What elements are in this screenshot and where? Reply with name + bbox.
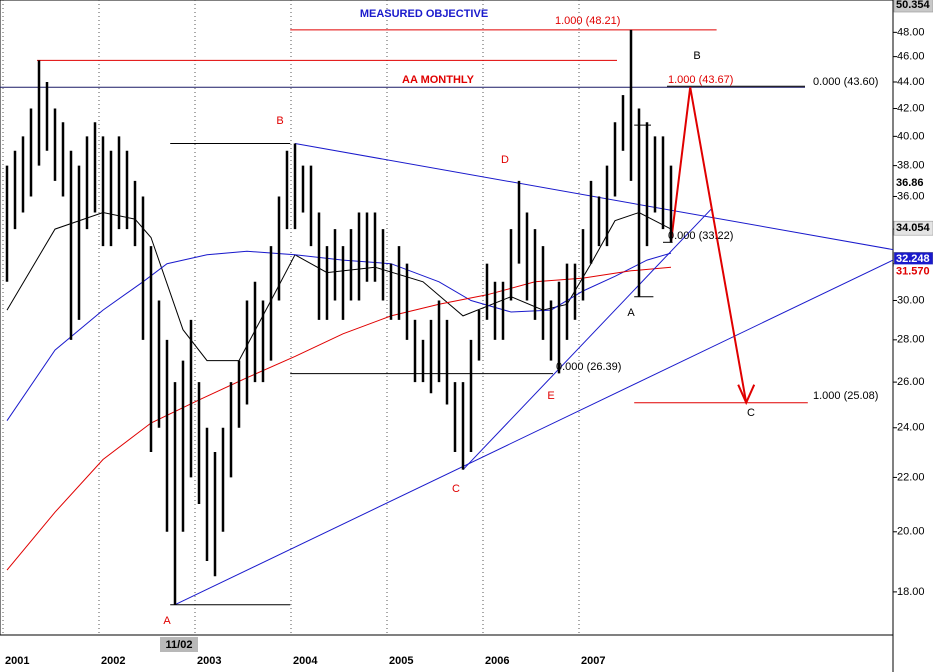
price-marker-label: 50.354 xyxy=(896,0,931,11)
annotation: C xyxy=(452,483,460,495)
y-tick-label: 46.00 xyxy=(897,51,925,63)
annotation: 0.000 (33.22) xyxy=(668,230,733,242)
price-marker-label: 36.86 xyxy=(896,177,924,189)
y-tick-label: 40.00 xyxy=(897,130,925,142)
trend-line xyxy=(294,143,894,251)
x-tick-label: 2001 xyxy=(5,655,29,667)
arrow-head xyxy=(737,384,756,406)
y-tick-label: 28.00 xyxy=(897,334,925,346)
y-tick-label: 44.00 xyxy=(897,76,925,88)
price-marker-box xyxy=(894,264,933,279)
price-marker-label: 34.054 xyxy=(896,222,931,234)
y-tick-label: 20.00 xyxy=(897,526,925,538)
annotation: AA MONTHLY xyxy=(402,74,475,86)
plot-frame xyxy=(0,0,894,636)
annotation: C xyxy=(747,407,755,419)
y-tick-label: 26.00 xyxy=(897,376,925,388)
annotation: D xyxy=(501,154,509,166)
y-tick-label: 22.00 xyxy=(897,471,925,483)
x-tick-label: 2006 xyxy=(485,655,509,667)
trend-line xyxy=(462,208,712,471)
cursor-label: 11/02 xyxy=(166,639,193,651)
y-tick-label: 38.00 xyxy=(897,160,925,172)
annotation: B xyxy=(693,50,700,62)
projection-arrow xyxy=(670,87,748,403)
annotation: 0.000 (43.60) xyxy=(813,76,878,88)
x-tick-label: 2005 xyxy=(389,655,413,667)
y-tick-label: 24.00 xyxy=(897,422,925,434)
annotation: E xyxy=(547,390,554,402)
x-tick-label: 2002 xyxy=(101,655,125,667)
cursor-label-box xyxy=(160,637,198,652)
x-tick-label: 2003 xyxy=(197,655,221,667)
y-tick-label: 48.00 xyxy=(897,26,925,38)
price-marker-label: 31.570 xyxy=(896,265,930,277)
price-marker-box xyxy=(893,0,933,13)
price-marker-label: 32.248 xyxy=(896,253,930,265)
annotation: 0.000 (26.39) xyxy=(556,361,621,373)
y-tick-label: 30.00 xyxy=(897,294,925,306)
y-tick-label: 42.00 xyxy=(897,102,925,114)
y-tick-label: 36.00 xyxy=(897,190,925,202)
price-marker-box xyxy=(894,175,933,190)
annotation: A xyxy=(627,307,635,319)
y-tick-label: 18.00 xyxy=(897,586,925,598)
x-tick-label: 2007 xyxy=(581,655,605,667)
annotation: MEASURED OBJECTIVE xyxy=(360,8,488,20)
trend-line xyxy=(174,259,894,606)
annotation: B xyxy=(276,115,283,127)
annotation: 1.000 (48.21) xyxy=(555,15,620,27)
annotation: 1.000 (43.67) xyxy=(668,74,733,86)
price-marker-box xyxy=(893,220,933,236)
annotation: A xyxy=(163,615,171,627)
annotation: 1.000 (25.08) xyxy=(813,390,878,402)
x-tick-label: 2004 xyxy=(293,655,318,667)
